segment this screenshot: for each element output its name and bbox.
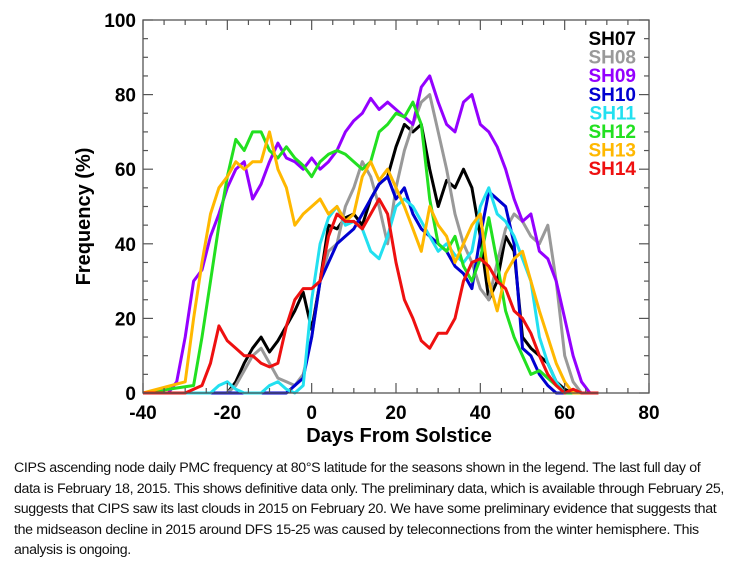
legend-entry-sh12: SH12 [588, 122, 636, 143]
series-line-sh14 [143, 197, 599, 395]
pmc-frequency-chart: -40 -20 0 20 40 60 80 0 20 40 60 80 100 Days From So… [73, 11, 660, 447]
y-tick-label: 40 [115, 235, 136, 256]
y-tick-label: 60 [115, 160, 136, 181]
figure-caption: CIPS ascending node daily PMC frequency … [14, 460, 724, 558]
x-tick-label: -20 [214, 403, 241, 424]
legend-entry-sh09: SH09 [588, 66, 636, 87]
legend-entry-sh11: SH11 [590, 103, 637, 124]
y-tick-label: 100 [104, 11, 136, 32]
y-tick-label: 80 [115, 86, 136, 107]
y-tick-label: 20 [115, 309, 136, 330]
legend-entry-sh14: SH14 [588, 159, 636, 180]
axis-tick-labels: -40 -20 0 20 40 60 80 0 20 40 60 80 100 [104, 11, 659, 424]
series-line-sh08 [143, 93, 599, 395]
legend-entry-sh07: SH07 [588, 29, 636, 50]
x-tick-label: 60 [554, 403, 575, 424]
x-tick-label: 0 [306, 403, 317, 424]
series-line-sh13 [142, 130, 599, 395]
series-line-sh12 [142, 100, 599, 395]
x-tick-label: 40 [470, 403, 491, 424]
x-tick-label: -40 [129, 403, 156, 424]
legend-entry-sh08: SH08 [588, 48, 636, 69]
plot-lines [142, 74, 599, 395]
y-axis-title: Frequency (%) [73, 148, 95, 286]
series-line-sh09 [143, 74, 599, 395]
series-line-sh07 [143, 122, 599, 395]
axis-ticks [142, 19, 650, 394]
x-axis-title: Days From Solstice [306, 425, 492, 447]
legend-entry-sh10: SH10 [588, 85, 636, 106]
x-tick-label: 80 [638, 403, 659, 424]
x-tick-label: 20 [385, 403, 406, 424]
y-tick-label: 0 [125, 384, 136, 405]
legend-entry-sh13: SH13 [588, 141, 636, 162]
